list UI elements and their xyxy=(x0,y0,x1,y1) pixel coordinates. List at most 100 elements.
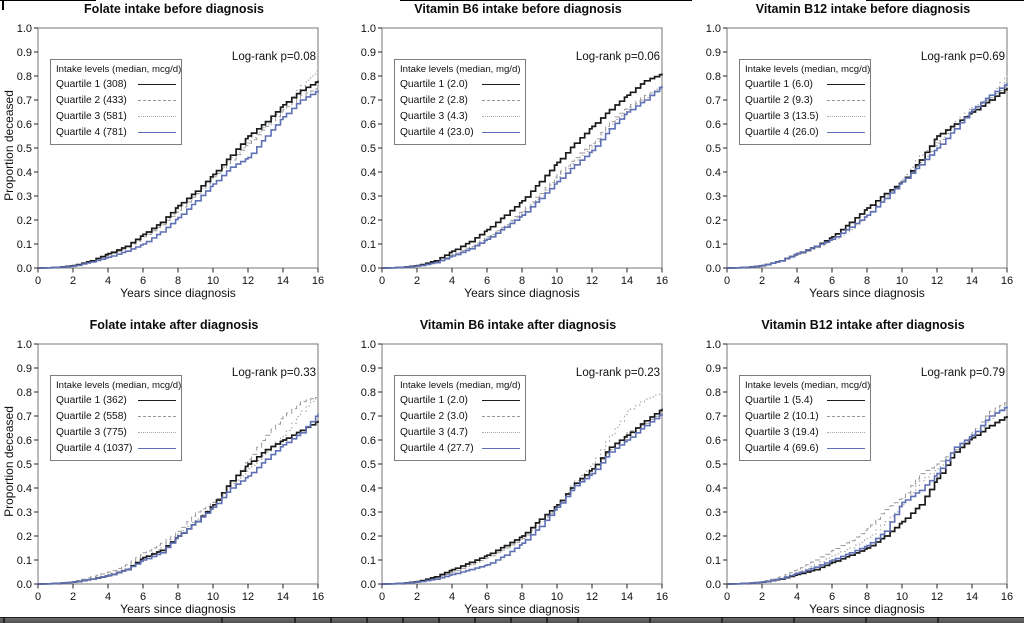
legend-line-sample-solid-blue xyxy=(138,131,176,133)
legend-line-sample-solid-black xyxy=(827,399,865,401)
x-axis-label: Years since diagnosis xyxy=(464,602,580,616)
x-tick-label: 12 xyxy=(931,275,943,287)
curve-q4 xyxy=(382,413,663,585)
legend-item-q2: Quartile 2 (558) xyxy=(56,408,176,424)
legend-line-sample-dotted-gray xyxy=(138,115,176,117)
x-tick-label: 6 xyxy=(829,591,835,603)
x-tick-label: 4 xyxy=(794,275,800,287)
x-tick-label: 4 xyxy=(449,591,455,603)
y-tick-label: 0.5 xyxy=(706,459,721,471)
x-axis-label: Years since diagnosis xyxy=(120,602,236,616)
y-tick-label: 0.2 xyxy=(361,531,376,543)
x-tick-label: 6 xyxy=(829,275,835,287)
legend-item-q1: Quartile 1 (2.0) xyxy=(400,392,520,408)
x-axis-label: Years since diagnosis xyxy=(809,286,925,300)
x-tick-label: 6 xyxy=(484,275,490,287)
y-tick-label: 1.0 xyxy=(706,23,721,35)
x-tick-label: 14 xyxy=(966,275,978,287)
x-tick-label: 2 xyxy=(414,591,420,603)
y-tick-label: 0.0 xyxy=(361,579,376,591)
x-axis-label: Years since diagnosis xyxy=(120,286,236,300)
panel-folate-after: Folate intake after diagnosis Log-rank p… xyxy=(0,318,341,623)
y-tick-label: 0.4 xyxy=(361,167,376,179)
curve-q4 xyxy=(38,413,319,585)
legend-box: Intake levels (median, mg/d) Quartile 1 … xyxy=(394,375,526,461)
x-tick-label: 6 xyxy=(140,275,146,287)
x-tick-label: 10 xyxy=(896,591,908,603)
y-tick-label: 0.9 xyxy=(17,47,32,59)
x-tick-label: 4 xyxy=(794,591,800,603)
legend-title: Intake levels (median, mcg/d) xyxy=(745,64,871,75)
y-tick-label: 0.1 xyxy=(706,555,721,567)
y-tick-label: 0.9 xyxy=(706,47,721,59)
legend-label: Quartile 1 (2.0) xyxy=(400,394,468,406)
curve-q1 xyxy=(382,408,663,585)
panel-title: Vitamin B6 intake before diagnosis xyxy=(414,2,622,16)
legend-label: Quartile 4 (26.0) xyxy=(745,126,819,138)
legend-title: Intake levels (median, mcg/d) xyxy=(56,380,182,391)
x-tick-label: 12 xyxy=(931,591,943,603)
legend-title: Intake levels (median, mcg/d) xyxy=(745,380,871,391)
legend-item-q2: Quartile 2 (3.0) xyxy=(400,408,520,424)
crop-artifact-top-2 xyxy=(400,0,692,1)
legend-line-sample-dashed-gray xyxy=(138,415,176,417)
legend-title: Intake levels (median, mg/d) xyxy=(400,64,521,75)
y-tick-label: 0.0 xyxy=(17,579,32,591)
y-axis-label: Proportion deceased xyxy=(2,90,16,201)
legend-line-sample-solid-blue xyxy=(482,131,520,133)
legend-label: Quartile 4 (69.6) xyxy=(745,442,819,454)
x-tick-label: 16 xyxy=(1001,275,1013,287)
x-tick-label: 8 xyxy=(864,275,870,287)
panel-b6-after: Vitamin B6 intake after diagnosis Log-ra… xyxy=(344,318,685,623)
y-tick-label: 0.8 xyxy=(706,71,721,83)
y-tick-label: 0.8 xyxy=(17,387,32,399)
legend-box: Intake levels (median, mg/d) Quartile 1 … xyxy=(394,59,526,145)
legend-label: Quartile 2 (558) xyxy=(56,410,127,422)
y-tick-label: 0.4 xyxy=(17,167,32,179)
logrank-pvalue: Log-rank p=0.23 xyxy=(575,367,660,379)
x-tick-label: 16 xyxy=(656,591,668,603)
y-tick-label: 0.1 xyxy=(706,239,721,251)
legend-label: Quartile 1 (362) xyxy=(56,394,127,406)
curve-q4 xyxy=(727,406,1008,585)
x-tick-label: 2 xyxy=(759,591,765,603)
legend-line-sample-dotted-gray xyxy=(482,431,520,433)
legend-item-q1: Quartile 1 (6.0) xyxy=(745,76,865,92)
x-tick-label: 12 xyxy=(242,591,254,603)
x-tick-label: 8 xyxy=(175,275,181,287)
panel-folate-before: Folate intake before diagnosis Log-rank … xyxy=(0,2,341,310)
y-axis-label: Proportion deceased xyxy=(2,406,16,517)
y-tick-label: 0.3 xyxy=(706,191,721,203)
legend-item-q2: Quartile 2 (10.1) xyxy=(745,408,865,424)
legend-line-sample-solid-blue xyxy=(827,447,865,449)
x-tick-label: 14 xyxy=(277,591,289,603)
x-tick-label: 10 xyxy=(207,591,219,603)
y-tick-label: 0.5 xyxy=(17,143,32,155)
legend-label: Quartile 3 (4.3) xyxy=(400,110,468,122)
legend-label: Quartile 3 (19.4) xyxy=(745,426,819,438)
legend-item-q1: Quartile 1 (5.4) xyxy=(745,392,865,408)
legend-item-q4: Quartile 4 (1037) xyxy=(56,440,176,456)
y-tick-label: 0.7 xyxy=(361,95,376,107)
x-tick-label: 16 xyxy=(656,275,668,287)
y-tick-label: 0.9 xyxy=(361,47,376,59)
panel-title: Vitamin B6 intake after diagnosis xyxy=(419,318,617,332)
x-tick-label: 16 xyxy=(312,275,324,287)
panel-title: Vitamin B12 intake after diagnosis xyxy=(761,318,965,332)
y-tick-label: 0.5 xyxy=(361,459,376,471)
x-axis-label: Years since diagnosis xyxy=(464,286,580,300)
legend-line-sample-dotted-gray xyxy=(827,115,865,117)
km-plot: 0.0 0.1 0.2 0.3 0.4 0.5 0.6 0.7 0.8 0.9 1.0 0 2 4 6 8 10… xyxy=(17,339,324,603)
legend-label: Quartile 4 (781) xyxy=(56,126,127,138)
y-tick-label: 0.5 xyxy=(17,459,32,471)
x-tick-label: 10 xyxy=(896,275,908,287)
y-tick-label: 0.1 xyxy=(361,555,376,567)
legend-line-sample-dashed-gray xyxy=(138,99,176,101)
km-plot: 0.0 0.1 0.2 0.3 0.4 0.5 0.6 0.7 0.8 0.9 1.0 0 2 4 6 8 10… xyxy=(361,339,668,603)
y-tick-label: 0.9 xyxy=(706,363,721,375)
km-plot: 0.0 0.1 0.2 0.3 0.4 0.5 0.6 0.7 0.8 0.9 1.0 0 2 4 6 8 10… xyxy=(361,23,668,287)
panel-b6-before: Vitamin B6 intake before diagnosis Log-r… xyxy=(344,2,685,310)
y-tick-label: 0.2 xyxy=(706,531,721,543)
x-tick-label: 12 xyxy=(242,275,254,287)
